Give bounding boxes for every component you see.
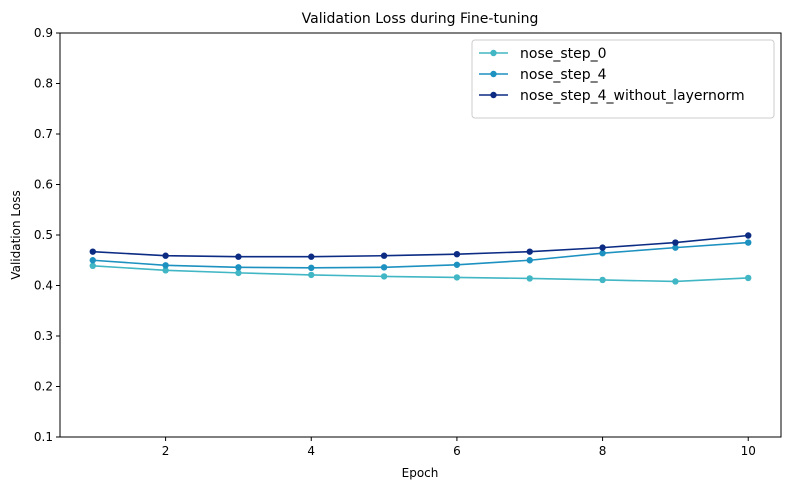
legend-marker — [490, 49, 497, 57]
legend-label: nose_step_4 — [520, 67, 607, 83]
y-tick-label: 0.6 — [34, 178, 53, 192]
data-point — [308, 253, 315, 260]
data-point — [599, 244, 606, 251]
data-point — [380, 264, 388, 271]
y-tick-label: 0.9 — [34, 26, 53, 40]
series-nose_step_0 — [89, 262, 752, 285]
data-point — [453, 274, 461, 281]
data-point — [89, 248, 96, 255]
data-point — [235, 253, 242, 260]
legend-item: nose_step_4 — [479, 67, 607, 83]
data-point — [453, 261, 461, 268]
series-nose_step_4_without_layernorm — [89, 232, 752, 260]
legend-marker — [490, 91, 497, 99]
y-tick-label: 0.7 — [34, 127, 53, 141]
x-tick-label: 10 — [741, 444, 756, 458]
data-point — [380, 252, 388, 259]
data-point — [162, 262, 169, 269]
series-layer — [89, 232, 752, 285]
x-tick-label: 8 — [599, 444, 607, 458]
legend-label: nose_step_0 — [520, 46, 607, 62]
series-line — [92, 234, 749, 258]
data-point — [672, 278, 679, 285]
data-point — [235, 264, 242, 271]
y-tick-label: 0.3 — [34, 329, 53, 343]
data-point — [380, 273, 388, 280]
y-axis-title: Validation Loss — [9, 190, 23, 279]
x-axis-title: Epoch — [402, 466, 439, 480]
data-point — [162, 267, 169, 274]
x-tick-label: 2 — [162, 444, 170, 458]
data-point — [745, 232, 752, 239]
data-point — [162, 252, 169, 259]
data-point — [89, 257, 96, 264]
legend-marker — [490, 70, 497, 78]
data-point — [308, 264, 315, 272]
y-tick-label: 0.8 — [34, 77, 53, 91]
data-point — [89, 262, 96, 270]
data-point — [235, 269, 242, 277]
data-point — [672, 244, 679, 251]
legend-item: nose_step_0 — [479, 46, 607, 62]
y-axis: 0.1 0.2 0.3 0.4 0.5 0.6 0.7 0.8 0.9 — [34, 26, 60, 444]
data-point — [526, 275, 533, 282]
series-line — [92, 241, 749, 269]
y-tick-label: 0.5 — [34, 228, 53, 242]
data-point — [672, 239, 679, 246]
x-axis: 2 4 6 8 10 — [162, 437, 756, 458]
data-point — [599, 276, 606, 284]
data-point — [526, 248, 533, 255]
series-line — [92, 265, 749, 283]
y-tick-label: 0.1 — [34, 430, 53, 444]
legend-item: nose_step_4_without_layernorm — [479, 88, 745, 104]
chart-title: Validation Loss during Fine-tuning — [302, 11, 539, 27]
y-tick-label: 0.4 — [34, 279, 53, 293]
data-point — [745, 274, 752, 282]
data-point — [526, 257, 533, 264]
data-point — [599, 249, 606, 257]
data-point — [745, 239, 752, 246]
y-tick-label: 0.2 — [34, 380, 53, 394]
series-nose_step_4 — [89, 239, 752, 272]
data-point — [453, 250, 461, 258]
legend-label: nose_step_4_without_layernorm — [520, 88, 745, 104]
legend-box — [471, 39, 775, 119]
legend: nose_step_0 nose_step_4 nose_step_4_withou… — [471, 39, 775, 119]
data-point — [308, 271, 315, 279]
x-tick-label: 6 — [453, 444, 461, 458]
x-tick-label: 4 — [307, 444, 315, 458]
